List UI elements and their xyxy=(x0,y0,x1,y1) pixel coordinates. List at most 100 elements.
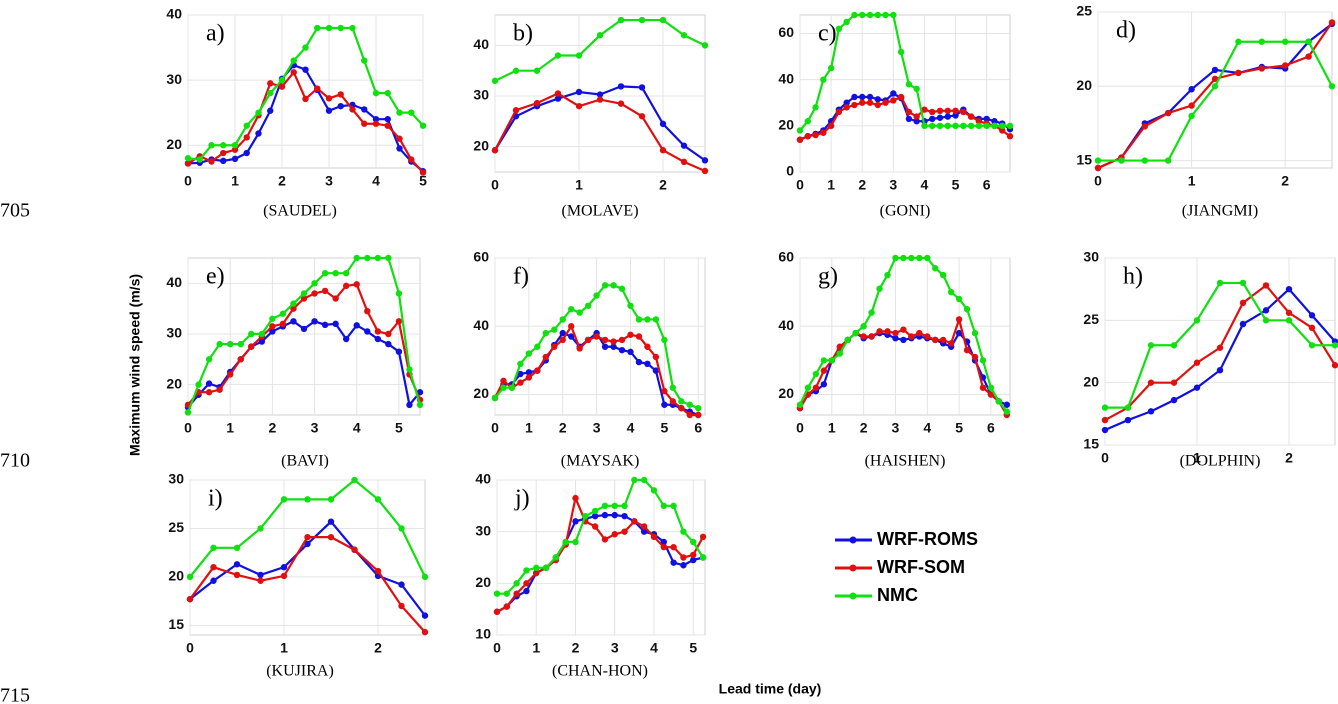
data-point xyxy=(1188,86,1195,93)
data-point xyxy=(900,254,907,262)
data-point xyxy=(975,118,983,125)
data-point xyxy=(332,295,339,302)
data-point xyxy=(396,135,403,142)
data-point xyxy=(866,11,874,19)
x-tick-label: 0 xyxy=(184,173,192,189)
data-point xyxy=(582,512,589,520)
panel-caption: (HAISHEN) xyxy=(865,453,946,470)
panel-caption: (MOLAVE) xyxy=(561,203,638,220)
series-line xyxy=(497,478,704,595)
data-point xyxy=(876,328,883,335)
panel-caption: (SAUDEL) xyxy=(263,203,337,220)
data-point xyxy=(859,93,866,101)
data-point xyxy=(523,580,530,587)
data-point xyxy=(372,89,380,97)
x-tick-label: 5 xyxy=(689,640,697,656)
data-point xyxy=(678,404,685,412)
data-point xyxy=(591,512,599,520)
data-point xyxy=(699,533,707,541)
data-point xyxy=(659,16,667,24)
data-point xyxy=(929,115,936,123)
data-point xyxy=(508,384,516,391)
data-point xyxy=(267,80,274,87)
data-point xyxy=(908,254,915,262)
data-point xyxy=(617,100,625,107)
data-point xyxy=(584,302,592,309)
data-point xyxy=(1188,102,1195,109)
data-point xyxy=(868,309,875,316)
panel-caption: (KUJIRA) xyxy=(266,663,334,680)
data-point xyxy=(395,290,403,297)
data-point xyxy=(1216,367,1224,374)
data-point xyxy=(916,329,923,337)
data-point xyxy=(374,335,382,343)
data-point xyxy=(897,48,905,56)
y-tick-label: 25 xyxy=(1076,3,1092,19)
data-point xyxy=(406,366,413,373)
data-point xyxy=(257,577,264,584)
data-point xyxy=(575,52,583,59)
data-point xyxy=(421,628,429,636)
data-point xyxy=(304,496,311,503)
data-point xyxy=(533,564,540,572)
data-point xyxy=(892,254,899,262)
x-tick-label: 3 xyxy=(325,173,333,189)
data-point xyxy=(796,127,804,134)
data-point xyxy=(660,538,667,546)
data-point xyxy=(601,536,609,543)
y-tick-label: 20 xyxy=(473,137,489,153)
data-point xyxy=(220,149,227,157)
panel-caption: (GONI) xyxy=(880,203,931,220)
data-point xyxy=(374,496,382,503)
data-point xyxy=(843,99,850,106)
x-tick-label: 2 xyxy=(1285,450,1293,466)
x-tick-label: 2 xyxy=(572,640,580,656)
panel-label: g) xyxy=(818,264,838,290)
data-point xyxy=(699,554,707,561)
data-point xyxy=(349,24,356,32)
data-point xyxy=(617,83,625,90)
panel-caption: (JIANGMI) xyxy=(1182,203,1258,220)
data-point xyxy=(216,386,223,393)
data-point xyxy=(361,106,368,113)
panel-label: h) xyxy=(1123,264,1143,290)
data-point xyxy=(584,336,592,344)
data-point xyxy=(921,106,928,113)
y-tick-label: 0 xyxy=(786,163,794,179)
data-point xyxy=(882,11,889,19)
panel: 15 20 25 0 1 2 d) (JIANGMI) xyxy=(1076,3,1336,220)
data-point xyxy=(991,118,998,125)
x-tick-label: 0 xyxy=(491,177,499,193)
data-point xyxy=(1170,379,1178,386)
data-point xyxy=(1331,342,1338,349)
x-tick-label: 4 xyxy=(627,420,635,436)
data-point xyxy=(1101,404,1109,411)
data-point xyxy=(513,590,520,597)
data-point xyxy=(361,57,368,64)
data-point xyxy=(650,487,658,494)
data-point xyxy=(231,146,239,153)
data-point xyxy=(351,476,358,484)
data-point xyxy=(680,562,687,569)
data-point xyxy=(690,538,697,546)
data-point xyxy=(398,581,405,588)
data-point xyxy=(1308,312,1316,319)
data-point xyxy=(947,288,955,296)
data-point xyxy=(601,502,609,510)
data-point xyxy=(852,329,859,337)
data-point xyxy=(913,118,920,125)
data-point xyxy=(690,556,697,564)
data-point xyxy=(659,120,667,128)
series-line xyxy=(799,13,1010,132)
panel-label: a) xyxy=(206,21,225,47)
panel-label: f) xyxy=(513,264,529,290)
data-point xyxy=(701,157,709,164)
data-point xyxy=(196,156,203,163)
data-point xyxy=(947,340,955,347)
data-point xyxy=(300,295,308,302)
data-point xyxy=(944,113,951,120)
x-tick-label: 3 xyxy=(889,177,897,193)
data-point xyxy=(1216,344,1224,351)
data-point xyxy=(900,336,907,344)
data-point xyxy=(396,109,403,116)
